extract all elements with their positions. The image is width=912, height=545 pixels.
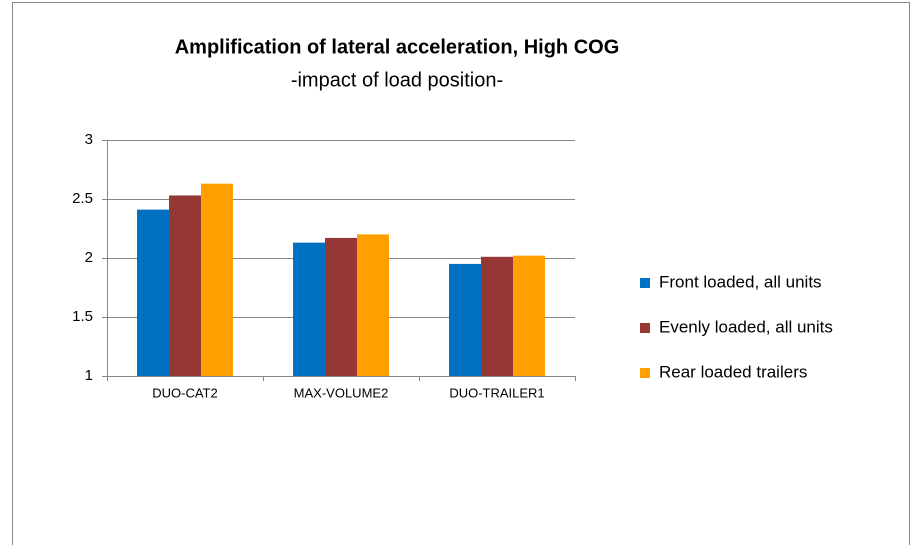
legend-label: Front loaded, all units — [659, 272, 822, 291]
legend-swatch — [640, 278, 650, 288]
legend-label: Rear loaded trailers — [659, 362, 807, 381]
bar — [512, 255, 545, 376]
x-tick-label: MAX-VOLUME2 — [294, 385, 389, 400]
bar — [356, 234, 389, 376]
legend-label: Evenly loaded, all units — [659, 317, 833, 336]
bar — [293, 242, 326, 376]
y-tick-label: 1.5 — [72, 308, 93, 325]
bar — [449, 263, 482, 376]
x-tick-label: DUO-CAT2 — [152, 385, 217, 400]
chart-subtitle: -impact of load position- — [291, 69, 503, 91]
bar — [481, 256, 513, 376]
legend-swatch — [640, 368, 650, 378]
bar — [169, 195, 201, 376]
y-tick-label: 2 — [85, 249, 93, 266]
y-tick-label: 3 — [85, 131, 93, 148]
y-tick-label: 2.5 — [72, 190, 93, 207]
bar — [137, 209, 170, 376]
bar — [325, 237, 357, 376]
y-tick-label: 1 — [85, 367, 93, 384]
chart-title: Amplification of lateral acceleration, H… — [175, 36, 620, 58]
legend-swatch — [640, 323, 650, 333]
bar — [200, 183, 233, 376]
x-tick-label: DUO-TRAILER1 — [449, 385, 544, 400]
